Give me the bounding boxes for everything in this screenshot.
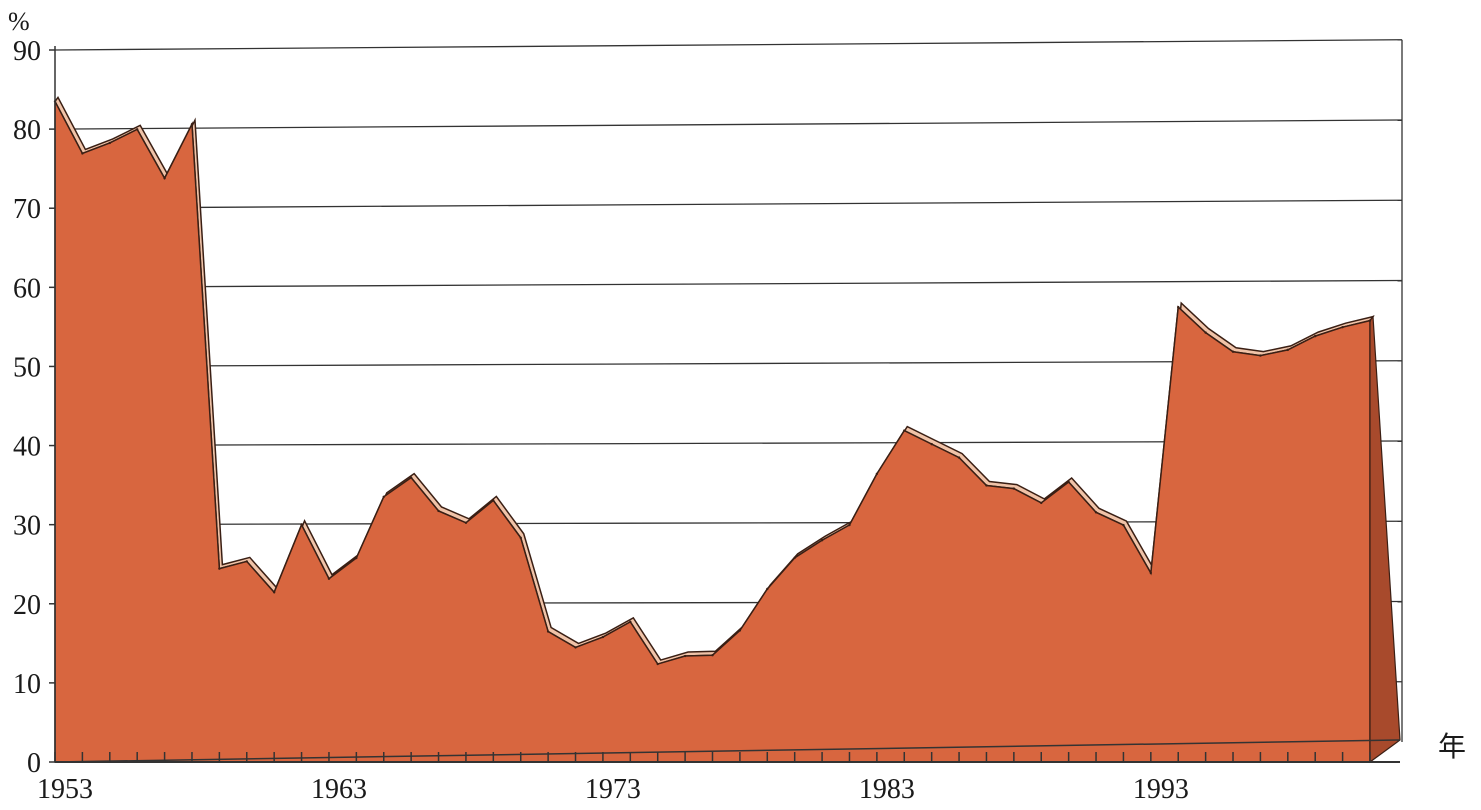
data-point-1969	[492, 499, 495, 502]
area-side-face	[1369, 314, 1401, 764]
y-tick-label-10: 10	[13, 669, 41, 700]
grid-line-90	[54, 39, 1403, 51]
x-axis-ticks: 1953 1963 1973 1983 1993	[37, 752, 1371, 805]
data-point-1963	[327, 577, 331, 580]
data-point-2000	[1341, 325, 1344, 329]
x-axis-base-diagonal	[54, 739, 1401, 763]
y-axis-unit-label: %	[8, 7, 30, 36]
data-point-1975	[656, 662, 659, 666]
data-point-1985	[930, 442, 933, 446]
data-point-1964	[355, 556, 358, 560]
data-point-1954	[81, 152, 84, 155]
data-point-1962	[300, 523, 303, 527]
y-tick-label-20: 20	[13, 590, 41, 621]
x-axis-unit-label: 年	[1438, 730, 1466, 763]
data-point-1970	[519, 536, 522, 539]
y-tick-label-70: 70	[13, 194, 41, 225]
data-point-1992	[1122, 523, 1125, 527]
data-point-1968	[464, 521, 468, 525]
data-point-1956	[135, 128, 139, 131]
data-point-1996	[1231, 350, 1235, 353]
data-point-1999	[1314, 334, 1317, 338]
x-tick-label-1953: 1953	[37, 774, 93, 805]
x-tick-label-1973: 1973	[585, 774, 641, 805]
x-tick-label-1993: 1993	[1133, 774, 1189, 805]
x-tick-label-1983: 1983	[859, 774, 915, 805]
data-point-1982	[848, 523, 851, 527]
y-tick-label-30: 30	[13, 511, 41, 542]
grid-line-60	[54, 279, 1403, 288]
data-point-1957	[163, 177, 166, 180]
data-point-1978	[738, 629, 742, 632]
axes	[54, 46, 1401, 763]
data-point-1971	[546, 630, 550, 633]
y-axis-ticks: 0 10 20 30 40 50 60 70 80 90	[13, 36, 55, 779]
data-point-1972	[574, 646, 577, 649]
grid-line-80	[54, 119, 1403, 130]
data-point-1958	[190, 122, 194, 126]
x-tick-label-1963: 1963	[311, 774, 367, 805]
data-point-1966	[409, 476, 413, 479]
area-fill	[54, 101, 1371, 763]
data-point-1959	[218, 567, 221, 570]
data-point-1990	[1067, 480, 1070, 484]
data-point-2001	[1368, 319, 1372, 322]
data-point-1976	[683, 654, 687, 658]
data-point-1960	[245, 560, 248, 563]
y-tick-label-50: 50	[13, 352, 41, 383]
data-point-1994	[1177, 305, 1180, 309]
y-tick-label-60: 60	[13, 273, 41, 304]
data-point-1983	[875, 472, 879, 476]
data-point-1980	[793, 556, 796, 560]
data-point-1984	[903, 429, 906, 432]
data-point-1965	[382, 495, 385, 499]
data-point-1974	[629, 620, 632, 624]
grid-line-70	[54, 199, 1403, 209]
data-point-1977	[711, 654, 714, 657]
data-point-1995	[1204, 331, 1207, 334]
data-point-1997	[1259, 354, 1262, 357]
data-point-1998	[1286, 348, 1290, 352]
data-point-1989	[1040, 501, 1043, 505]
data-point-1979	[766, 587, 769, 591]
area-series	[53, 96, 1401, 764]
data-point-1955	[108, 141, 111, 145]
y-tick-label-90: 90	[13, 36, 41, 67]
y-tick-label-40: 40	[13, 432, 41, 463]
data-point-1986	[957, 456, 961, 459]
data-point-1967	[437, 509, 440, 513]
y-tick-label-80: 80	[13, 115, 41, 146]
data-point-1993	[1149, 571, 1153, 575]
data-point-1991	[1094, 511, 1098, 514]
data-point-1988	[1012, 487, 1016, 490]
y-tick-label-0: 0	[27, 748, 41, 779]
data-point-1973	[601, 635, 605, 639]
data-point-1981	[820, 539, 824, 542]
data-point-1961	[272, 591, 276, 594]
data-point-1987	[985, 484, 988, 487]
